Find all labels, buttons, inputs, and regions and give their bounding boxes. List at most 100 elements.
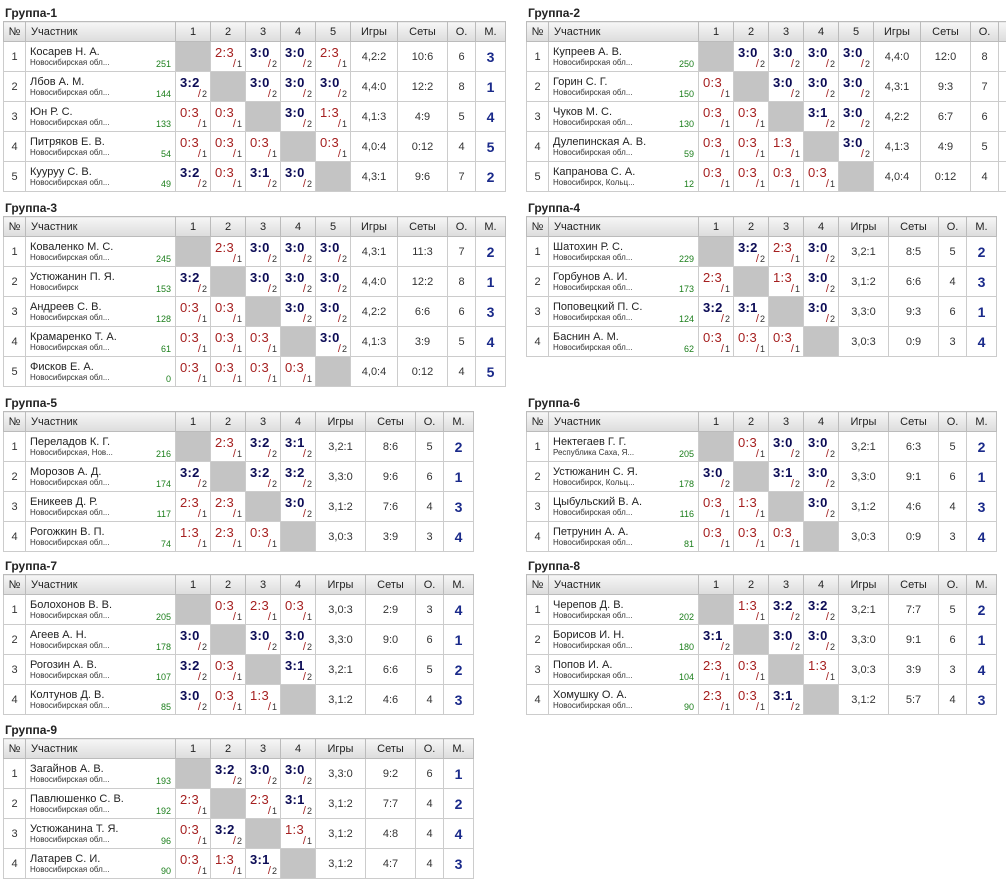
header-place[interactable]: М.: [475, 216, 506, 237]
header-participant[interactable]: Участник: [25, 738, 176, 759]
match-score[interactable]: 3:1: [773, 688, 793, 703]
match-score[interactable]: 3:0: [250, 270, 270, 285]
header-opponent-1[interactable]: 1: [175, 574, 211, 595]
match-score-cell[interactable]: 2:31: [175, 788, 211, 819]
match-score-cell[interactable]: 0:31: [803, 161, 839, 192]
participant-name[interactable]: Лбов А. М.: [30, 76, 85, 88]
header-opponent-2[interactable]: 2: [733, 574, 769, 595]
header-opponent-4[interactable]: 4: [280, 738, 316, 759]
participant-name[interactable]: Дулепинская А. В.: [553, 136, 647, 148]
match-score-cell[interactable]: 3:02: [280, 161, 316, 192]
participant-cell[interactable]: Рогожкин В. П. Новосибирская обл... 74: [25, 521, 176, 552]
participant-cell[interactable]: Купреев А. В. Новосибирская обл... 250: [548, 41, 699, 72]
participant-cell[interactable]: Чуков М. С. Новосибирская обл... 130: [548, 101, 699, 132]
match-score[interactable]: 0:3: [250, 330, 269, 345]
header-points[interactable]: О.: [415, 738, 444, 759]
match-score[interactable]: 3:2: [180, 165, 200, 180]
match-score-cell[interactable]: 3:12: [280, 654, 316, 685]
match-score[interactable]: 0:3: [180, 360, 199, 375]
match-score[interactable]: 3:0: [773, 628, 793, 643]
match-score-cell[interactable]: 3:02: [768, 624, 804, 655]
header-opponent-1[interactable]: 1: [175, 21, 211, 42]
match-score[interactable]: 0:3: [285, 360, 304, 375]
match-score-cell[interactable]: 0:31: [210, 131, 246, 162]
participant-cell[interactable]: Горин С. Г. Новосибирская обл... 150: [548, 71, 699, 102]
match-score-cell[interactable]: 3:02: [280, 624, 316, 655]
match-score-cell[interactable]: 2:31: [210, 41, 246, 72]
match-score-cell[interactable]: 3:02: [280, 71, 316, 102]
participant-cell[interactable]: Баснин А. М. Новосибирская обл... 62: [548, 326, 699, 357]
participant-cell[interactable]: Поповецкий П. С. Новосибирская обл... 124: [548, 296, 699, 327]
participant-cell[interactable]: Кууруу С. В. Новосибирская обл... 49: [25, 161, 176, 192]
match-score-cell[interactable]: 3:02: [803, 491, 839, 522]
match-score-cell[interactable]: 3:12: [280, 788, 316, 819]
match-score-cell[interactable]: 3:02: [803, 431, 839, 462]
header-opponent-1[interactable]: 1: [698, 216, 734, 237]
match-score[interactable]: 3:0: [320, 240, 340, 255]
header-opponent-4[interactable]: 4: [280, 216, 316, 237]
match-score[interactable]: 3:2: [215, 762, 235, 777]
match-score-cell[interactable]: 0:31: [210, 326, 246, 357]
participant-cell[interactable]: Загайнов А. В. Новосибирская обл... 193: [25, 758, 176, 789]
match-score[interactable]: 3:2: [703, 300, 723, 315]
header-opponent-2[interactable]: 2: [210, 738, 246, 759]
match-score-cell[interactable]: 1:31: [768, 266, 804, 297]
match-score-cell[interactable]: 3:02: [245, 41, 281, 72]
match-score[interactable]: 0:3: [320, 135, 339, 150]
header-participant[interactable]: Участник: [548, 411, 699, 432]
header-sets[interactable]: Сеты: [920, 21, 971, 42]
match-score-cell[interactable]: 3:22: [803, 594, 839, 625]
header-opponent-3[interactable]: 3: [768, 411, 804, 432]
participant-name[interactable]: Латарев С. И.: [30, 853, 101, 865]
match-score[interactable]: 2:3: [215, 45, 234, 60]
header-participant[interactable]: Участник: [548, 574, 699, 595]
match-score[interactable]: 3:0: [808, 240, 828, 255]
match-score[interactable]: 3:0: [320, 270, 340, 285]
header-games[interactable]: Игры: [838, 411, 889, 432]
match-score-cell[interactable]: 3:22: [245, 461, 281, 492]
match-score-cell[interactable]: 0:31: [245, 356, 281, 387]
header-opponent-3[interactable]: 3: [245, 574, 281, 595]
match-score-cell[interactable]: 0:31: [175, 296, 211, 327]
match-score[interactable]: 2:3: [215, 240, 234, 255]
header-opponent-3[interactable]: 3: [245, 21, 281, 42]
participant-cell[interactable]: Крамаренко Т. А. Новосибирская обл... 61: [25, 326, 176, 357]
match-score-cell[interactable]: 3:02: [280, 758, 316, 789]
match-score-cell[interactable]: 3:02: [280, 236, 316, 267]
header-participant[interactable]: Участник: [25, 216, 176, 237]
participant-name[interactable]: Цыбульский В. А.: [553, 496, 643, 508]
header-points[interactable]: О.: [938, 574, 967, 595]
match-score[interactable]: 0:3: [215, 598, 234, 613]
header-num[interactable]: №: [3, 411, 26, 432]
participant-name[interactable]: Кууруу С. В.: [30, 166, 92, 178]
header-place[interactable]: М.: [475, 21, 506, 42]
participant-name[interactable]: Баснин А. М.: [553, 331, 619, 343]
match-score-cell[interactable]: 1:31: [803, 654, 839, 685]
participant-cell[interactable]: Лбов А. М. Новосибирская обл... 144: [25, 71, 176, 102]
match-score[interactable]: 2:3: [250, 792, 269, 807]
match-score-cell[interactable]: 3:02: [315, 296, 351, 327]
match-score[interactable]: 2:3: [215, 435, 234, 450]
match-score[interactable]: 2:3: [703, 688, 722, 703]
match-score[interactable]: 3:2: [773, 598, 793, 613]
match-score-cell[interactable]: 0:31: [210, 101, 246, 132]
header-games[interactable]: Игры: [315, 738, 366, 759]
header-opponent-3[interactable]: 3: [245, 738, 281, 759]
match-score[interactable]: 0:3: [773, 330, 792, 345]
participant-name[interactable]: Юн Р. С.: [30, 106, 73, 118]
match-score[interactable]: 3:2: [808, 598, 828, 613]
match-score[interactable]: 3:0: [843, 105, 863, 120]
header-num[interactable]: №: [3, 574, 26, 595]
match-score-cell[interactable]: 3:12: [698, 624, 734, 655]
match-score[interactable]: 2:3: [703, 270, 722, 285]
match-score[interactable]: 3:0: [250, 628, 270, 643]
participant-name[interactable]: Болохонов В. В.: [30, 599, 113, 611]
header-place[interactable]: М.: [443, 574, 474, 595]
participant-name[interactable]: Чуков М. С.: [553, 106, 613, 118]
match-score[interactable]: 1:3: [320, 105, 339, 120]
match-score[interactable]: 2:3: [320, 45, 339, 60]
participant-name[interactable]: Горбунов А. И.: [553, 271, 628, 283]
match-score[interactable]: 3:0: [773, 75, 793, 90]
match-score[interactable]: 1:3: [180, 525, 199, 540]
header-games[interactable]: Игры: [315, 411, 366, 432]
